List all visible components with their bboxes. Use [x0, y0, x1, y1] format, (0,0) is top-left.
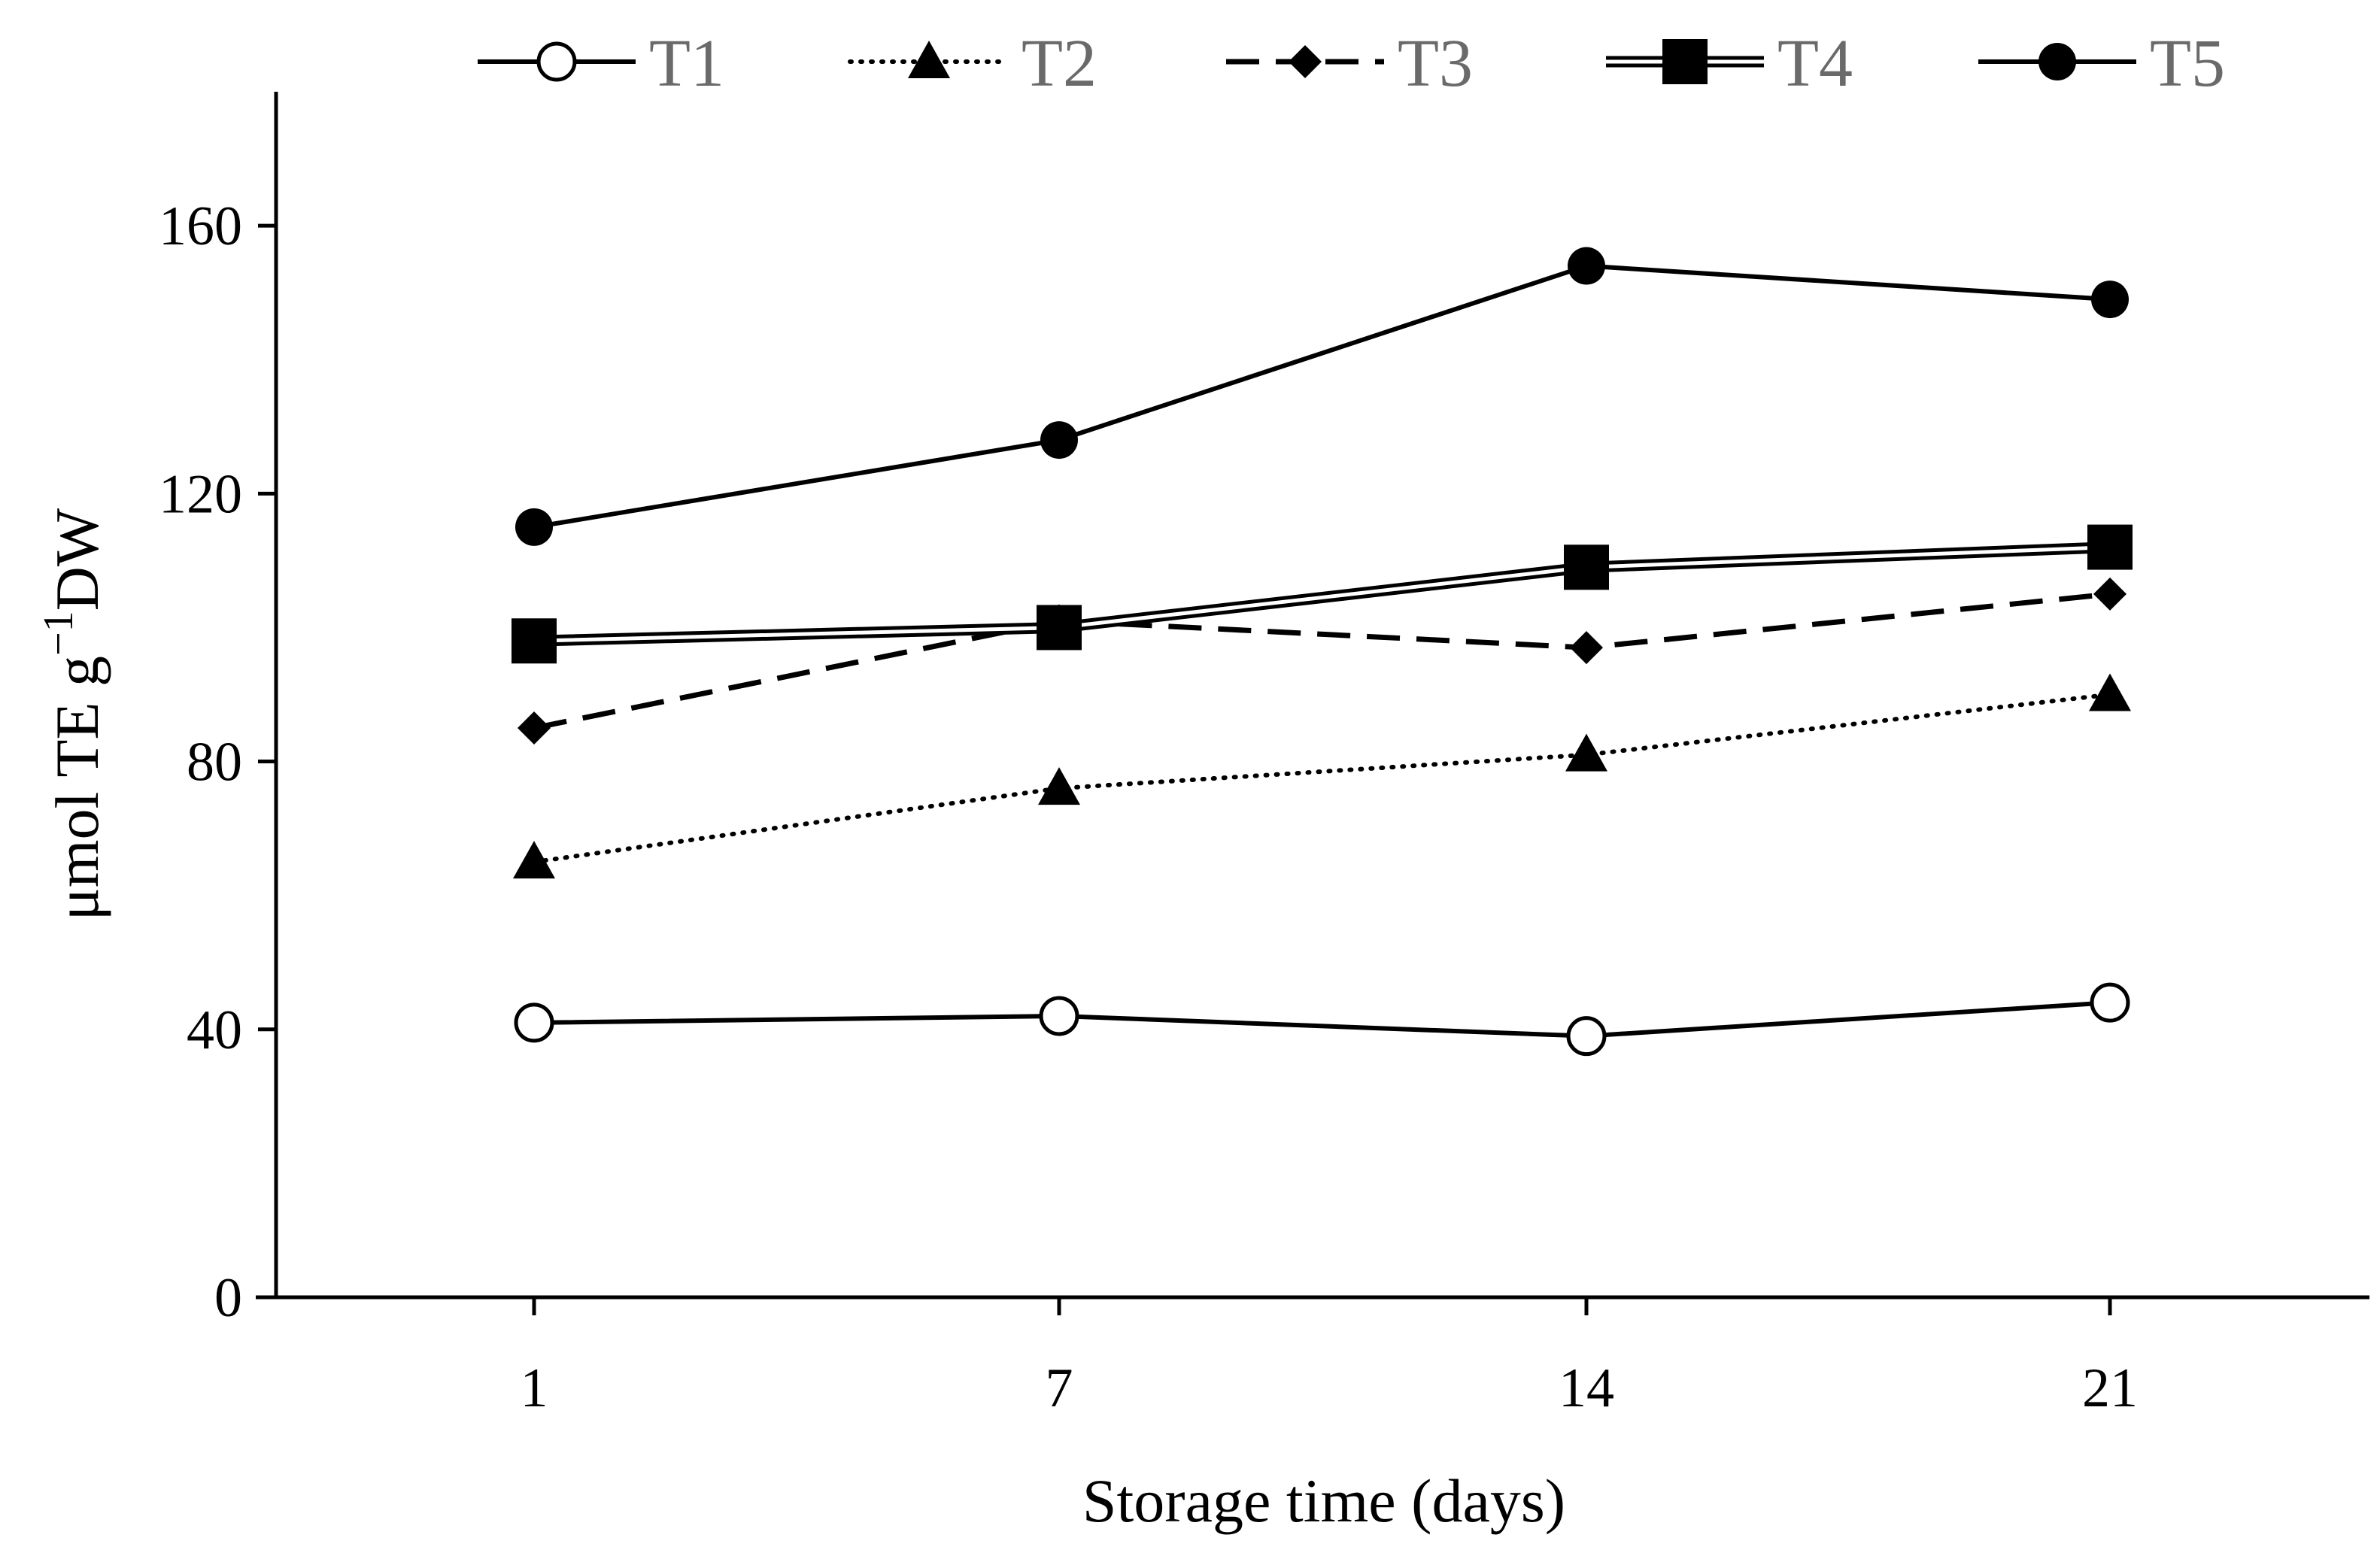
legend-swatch-marker	[1662, 39, 1708, 84]
data-point	[1037, 605, 1082, 651]
legend: T1 T2 T3 T4 T5	[478, 26, 2225, 101]
data-point	[2087, 524, 2133, 570]
axes	[256, 92, 2369, 1300]
legend-item-T2: T2	[848, 26, 1097, 101]
data-point	[512, 618, 557, 664]
y-tick-label: 80	[187, 732, 242, 793]
legend-label: T1	[649, 26, 724, 101]
y-title-exponent: −1	[35, 611, 82, 656]
data-point	[513, 841, 555, 879]
series-line	[533, 591, 2111, 731]
legend-swatch-marker	[1289, 45, 1322, 78]
legend-label: T2	[1022, 26, 1097, 101]
series-line	[533, 1000, 2111, 1039]
data-point	[515, 508, 553, 546]
series-line-inner	[533, 545, 2111, 643]
data-point	[1040, 421, 1078, 460]
legend-label: T5	[2150, 26, 2225, 101]
legend-label: T4	[1777, 26, 1853, 101]
y-tick-label: 0	[214, 1267, 242, 1329]
legend-item-T3: T3	[1226, 26, 1473, 101]
series-layer	[512, 247, 2133, 1057]
legend-swatch-marker	[536, 41, 577, 82]
data-point	[1038, 767, 1080, 805]
data-point	[1566, 1016, 1607, 1057]
data-point	[2093, 577, 2127, 611]
y-axis-title: μmol TE g−1DW	[35, 508, 111, 921]
series-T2	[513, 673, 2131, 879]
data-point	[1568, 247, 1605, 285]
legend-swatch-marker	[908, 41, 950, 78]
legend-item-T4: T4	[1606, 26, 1853, 101]
legend-item-T5: T5	[1978, 26, 2225, 101]
series-line	[533, 541, 2111, 647]
y-title-main: μmol TE g	[43, 656, 111, 921]
y-tick-label: 40	[187, 999, 242, 1061]
legend-label: T3	[1398, 26, 1473, 101]
x-tick-label: 1	[521, 1357, 548, 1419]
y-ticks: 0 40 80 120 160	[159, 196, 276, 1329]
legend-item-T1: T1	[478, 26, 724, 101]
x-tick-label: 14	[1559, 1357, 1614, 1419]
data-point	[1570, 631, 1603, 665]
data-point	[2090, 982, 2130, 1023]
series-T1	[514, 982, 2130, 1057]
y-title-unit: DW	[43, 508, 111, 611]
legend-swatch-marker	[2038, 43, 2076, 80]
series-T4	[512, 524, 2133, 664]
data-point	[1039, 996, 1079, 1036]
series-line	[532, 692, 2112, 865]
series-line	[533, 263, 2111, 529]
data-point	[1565, 733, 1607, 772]
data-point	[1564, 544, 1609, 590]
x-tick-label: 7	[1046, 1357, 1073, 1419]
data-point	[2091, 281, 2129, 319]
series-T5	[515, 247, 2129, 546]
data-point	[518, 711, 551, 745]
x-axis-title: Storage time (days)	[1082, 1466, 1565, 1535]
data-point	[2089, 673, 2131, 711]
y-tick-label: 120	[159, 463, 242, 525]
x-ticks: 1 7 14 21	[521, 1297, 2138, 1419]
x-tick-label: 21	[2082, 1357, 2138, 1419]
y-tick-label: 160	[159, 196, 242, 257]
data-point	[514, 1002, 554, 1043]
